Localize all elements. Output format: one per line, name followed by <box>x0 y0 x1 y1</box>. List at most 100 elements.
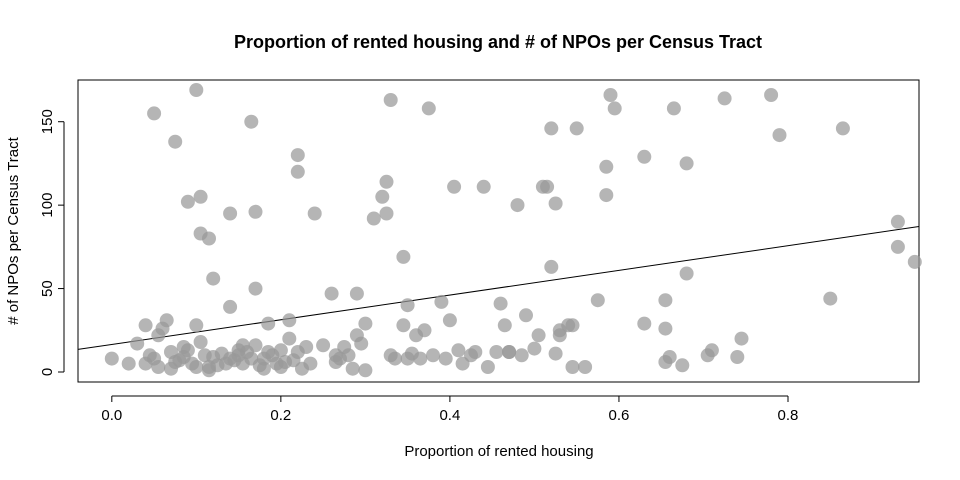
data-point <box>734 331 749 346</box>
data-point <box>358 316 373 331</box>
data-point <box>565 318 580 333</box>
data-point <box>527 341 542 356</box>
data-point <box>426 348 440 363</box>
data-point <box>282 331 297 346</box>
data-point <box>675 358 690 373</box>
data-point <box>502 345 517 359</box>
data-point <box>189 83 204 97</box>
data-point <box>349 286 364 301</box>
x-tick-label: 0.6 <box>609 407 630 424</box>
data-point <box>189 360 204 374</box>
data-point <box>679 266 694 281</box>
data-point <box>531 328 546 343</box>
x-axis-label: Proportion of rented housing <box>404 443 593 460</box>
data-point <box>434 294 449 309</box>
y-tick-label: 0 <box>39 368 56 376</box>
data-point <box>548 196 563 211</box>
data-point <box>159 313 174 328</box>
data-point <box>248 204 263 219</box>
data-point <box>540 179 555 194</box>
data-point <box>388 351 402 366</box>
data-point <box>180 194 195 209</box>
data-point <box>417 323 432 338</box>
data-point <box>599 159 614 174</box>
data-point <box>658 321 673 336</box>
data-point <box>890 214 905 229</box>
y-axis: 0 50 100 150 <box>39 109 65 376</box>
data-point <box>451 343 466 358</box>
data-point <box>603 88 618 102</box>
data-point <box>544 121 559 136</box>
data-point <box>480 360 495 374</box>
data-point <box>138 318 153 333</box>
data-point <box>324 286 339 301</box>
plot-frame <box>77 79 920 383</box>
y-tick-label: 50 <box>39 280 56 297</box>
data-point <box>662 350 677 364</box>
data-point <box>835 121 850 136</box>
data-point <box>341 348 356 363</box>
data-point <box>396 249 411 264</box>
data-point <box>544 259 559 274</box>
data-point <box>244 114 259 129</box>
data-points <box>104 83 922 378</box>
data-point <box>514 348 529 363</box>
data-point <box>290 164 305 179</box>
data-point <box>764 88 779 102</box>
data-point <box>379 206 394 221</box>
data-point <box>493 296 508 311</box>
data-point <box>438 351 453 366</box>
data-point <box>261 316 276 331</box>
data-point <box>442 313 457 328</box>
x-tick-label: 0.8 <box>778 407 799 424</box>
data-point <box>497 318 512 333</box>
data-point <box>666 101 681 116</box>
x-axis: 0.0 0.2 0.4 0.6 0.8 <box>101 395 799 424</box>
data-point <box>248 281 263 296</box>
data-point <box>383 93 398 107</box>
data-point <box>193 335 208 349</box>
data-point <box>168 134 183 149</box>
data-point <box>104 351 119 366</box>
trend-line-group <box>77 226 920 350</box>
data-point <box>299 340 314 354</box>
chart-title: Proportion of rented housing and # of NP… <box>234 32 762 52</box>
data-point <box>358 363 373 378</box>
data-point <box>519 308 533 323</box>
data-point <box>223 299 238 314</box>
data-point <box>354 336 369 351</box>
data-point <box>590 293 605 308</box>
data-point <box>151 360 166 374</box>
y-tick-label: 100 <box>39 193 56 218</box>
data-point <box>379 174 394 189</box>
data-point <box>730 350 745 364</box>
data-point <box>400 298 415 313</box>
data-point <box>476 179 491 194</box>
data-point <box>421 101 436 116</box>
data-point <box>345 361 360 376</box>
data-point <box>823 291 838 306</box>
data-point <box>180 343 195 358</box>
data-point <box>565 360 580 374</box>
data-point <box>282 313 297 328</box>
data-point <box>307 206 322 221</box>
data-point <box>548 346 563 361</box>
data-point <box>717 91 732 106</box>
data-point <box>447 179 462 194</box>
data-point <box>202 231 216 246</box>
data-point <box>189 318 204 333</box>
y-tick-label: 150 <box>39 109 56 134</box>
data-point <box>248 338 263 353</box>
data-point <box>890 239 905 254</box>
data-point <box>121 356 136 371</box>
x-tick-label: 0.4 <box>439 407 460 424</box>
data-point <box>637 149 652 164</box>
data-point <box>147 106 162 121</box>
data-point <box>578 360 593 374</box>
data-point <box>193 189 208 204</box>
data-point <box>599 188 614 203</box>
data-point <box>907 254 922 269</box>
data-point <box>637 316 652 331</box>
data-point <box>510 198 525 213</box>
